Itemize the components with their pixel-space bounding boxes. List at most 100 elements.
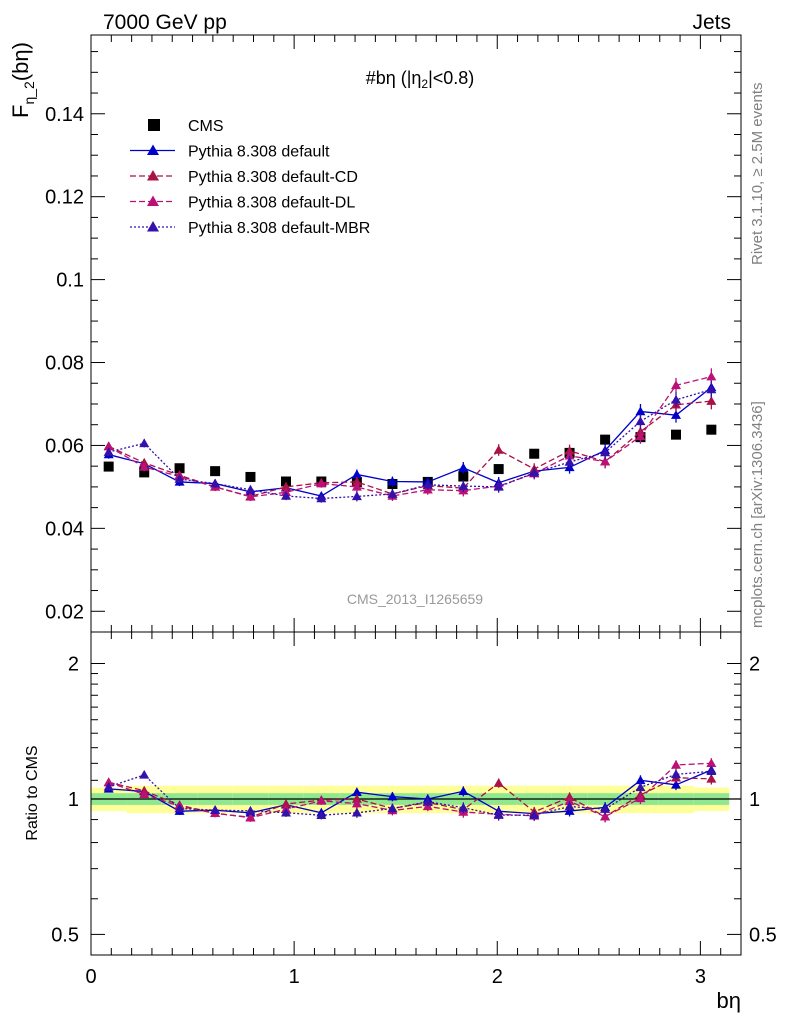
- ratio-point: [706, 766, 717, 776]
- series-point: [564, 450, 575, 460]
- cms-point: [281, 476, 291, 487]
- ratio-point: [635, 775, 646, 785]
- ratio-point: [316, 795, 327, 805]
- y-tick-label: 0.12: [45, 187, 84, 209]
- legend: CMS Pythia 8.308 default Pythia 8.308 defa…: [130, 118, 370, 237]
- series-point: [351, 476, 362, 486]
- ratio-point: [139, 789, 150, 799]
- series-point: [103, 441, 114, 451]
- series-point: [316, 478, 327, 488]
- series-point: [458, 462, 469, 472]
- ratio-y-tick-label: 0.5: [51, 924, 79, 946]
- series-point: [210, 478, 221, 488]
- series-point: [635, 406, 646, 416]
- legend-label: Pythia 8.308 default-DL: [188, 195, 355, 212]
- series-point: [706, 396, 717, 405]
- main-panel: #bη (|η2|<0.8) CMS_2013_I1265659 0.02 0.0…: [8, 34, 742, 633]
- ratio-point: [103, 781, 114, 791]
- series-point: [351, 481, 362, 491]
- ratio-series-layer: [103, 758, 717, 823]
- ratio-point: [210, 805, 221, 814]
- series-point: [706, 371, 717, 381]
- ratio-point: [174, 803, 185, 813]
- series-point: [493, 481, 504, 491]
- series-point: [671, 410, 681, 419]
- series-point: [281, 481, 291, 491]
- cms-point: [139, 467, 150, 478]
- ratio-y-tick-label-right: 0.5: [749, 924, 777, 946]
- ratio-point: [387, 803, 398, 813]
- y-tick-label: 0.14: [45, 104, 84, 126]
- ratio-point: [706, 773, 717, 783]
- series-point: [139, 461, 150, 471]
- series-point: [139, 438, 150, 448]
- series-point: [245, 484, 256, 494]
- series-point: [706, 384, 717, 394]
- watermark: CMS_2013_I1265659: [347, 591, 483, 607]
- cms-point: [210, 466, 221, 477]
- series-point: [422, 479, 433, 489]
- series-point: [564, 457, 575, 466]
- y-tick-label: 0.06: [45, 435, 84, 457]
- ratio-point: [706, 758, 717, 767]
- legend-marker: [147, 195, 159, 206]
- ratio-point: [671, 769, 681, 779]
- ratio-point: [671, 779, 681, 789]
- y-tick-label: 0.08: [45, 353, 84, 375]
- series-point: [671, 394, 681, 404]
- cms-point: [600, 434, 611, 445]
- rivet-label: Rivet 3.1.10, ≥ 2.5M events: [749, 83, 766, 266]
- ratio-y-tick-label: 2: [68, 654, 79, 676]
- series-point: [245, 491, 256, 501]
- cms-point: [458, 471, 469, 482]
- ratio-point: [351, 793, 362, 803]
- cms-point: [706, 424, 717, 435]
- ratio-point: [529, 810, 540, 819]
- ratio-point: [564, 801, 575, 811]
- ratio-y-axis-label: Ratio to CMS: [24, 745, 41, 840]
- y-tick-label: 0.04: [45, 518, 84, 540]
- cms-point: [245, 471, 256, 482]
- series-point: [600, 447, 611, 457]
- ratio-frame: [90, 631, 742, 956]
- ratio-y-tick-label-right: 1: [749, 789, 760, 811]
- x-tick-label: 1: [289, 966, 300, 988]
- ratio-y-tick-label-right: 2: [749, 654, 760, 676]
- ratio-point: [458, 786, 469, 796]
- legend-marker: [147, 221, 159, 232]
- cms-point: [529, 448, 540, 459]
- series-line: [108, 388, 712, 500]
- ratio-point: [422, 796, 433, 806]
- ratio-point: [671, 759, 681, 769]
- ratio-point: [281, 807, 291, 817]
- cms-point: [174, 463, 185, 474]
- legend-marker: [147, 144, 159, 155]
- ratio-point: [458, 802, 469, 812]
- y-tick-label: 0.02: [45, 601, 84, 623]
- series-point: [635, 431, 646, 441]
- legend-label: CMS: [188, 118, 224, 135]
- cms-point: [493, 464, 504, 475]
- series-point: [316, 493, 327, 503]
- ratio-point: [635, 782, 646, 792]
- ratio-point: [351, 798, 362, 808]
- energy-label: 7000 GeV pp: [103, 11, 227, 34]
- series-point: [351, 491, 362, 501]
- series-point: [671, 380, 681, 390]
- legend-marker: [148, 119, 160, 131]
- legend-marker: [147, 170, 159, 181]
- ratio-point: [387, 791, 398, 801]
- ratio-point: [316, 810, 327, 819]
- ratio-point: [351, 807, 362, 817]
- series-point: [174, 474, 185, 483]
- ratio-point: [493, 778, 504, 787]
- y-axis-label: Fη_2(bη): [8, 42, 37, 118]
- series-point: [458, 481, 469, 490]
- ratio-line: [108, 762, 712, 819]
- chart-title: #bη (|η2|<0.8): [366, 68, 475, 91]
- x-tick-label: 0: [85, 966, 96, 988]
- ratio-y-tick-label: 1: [68, 789, 79, 811]
- uncertainty-bands: [91, 785, 741, 814]
- series-point: [529, 467, 540, 477]
